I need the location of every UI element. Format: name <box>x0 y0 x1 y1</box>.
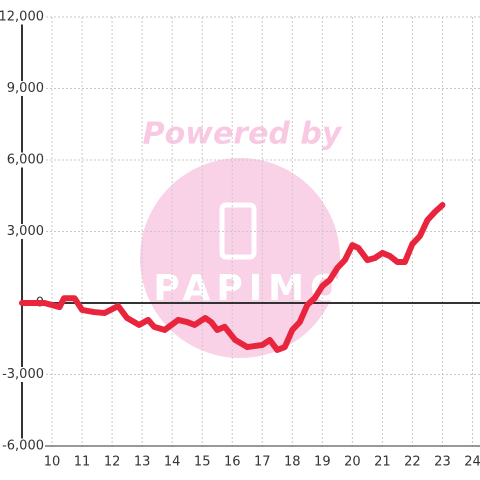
x-tick-label: 16 <box>224 455 241 470</box>
y-tick-label-bg <box>1 367 45 382</box>
y-tick-label-bg <box>5 224 45 239</box>
y-tick-label: 3,000 <box>7 224 44 239</box>
x-tick-label: 24 <box>464 455 480 470</box>
y-tick-label-bg <box>5 81 45 96</box>
x-tick-label: 17 <box>254 455 271 470</box>
x-tick-label: 11 <box>74 455 91 470</box>
watermark-text: Powered by <box>143 117 343 152</box>
x-tick-label: 12 <box>104 455 121 470</box>
x-tick-label: 10 <box>44 455 61 470</box>
x-tick-label: 20 <box>344 455 361 470</box>
y-tick-label-bg <box>1 438 45 454</box>
x-tick-label: 15 <box>194 455 211 470</box>
x-tick-label: 23 <box>434 455 451 470</box>
y-tick-label-bg <box>5 152 45 168</box>
y-tick-label: -6,000 <box>2 439 44 454</box>
x-tick-label: 22 <box>404 455 421 470</box>
x-tick-label: 14 <box>164 455 181 470</box>
y-tick-label: 12,000 <box>0 10 44 25</box>
y-tick-label: 9,000 <box>7 81 44 96</box>
x-tick-label: 18 <box>284 455 301 470</box>
y-tick-label: 6,000 <box>7 153 44 168</box>
x-tick-label: 19 <box>314 455 331 470</box>
x-tick-label: 21 <box>374 455 391 470</box>
x-tick-label: 13 <box>134 455 151 470</box>
series-line <box>19 202 446 353</box>
y-tick-label: -3,000 <box>2 367 44 382</box>
y-tick-label-bg <box>0 9 45 25</box>
